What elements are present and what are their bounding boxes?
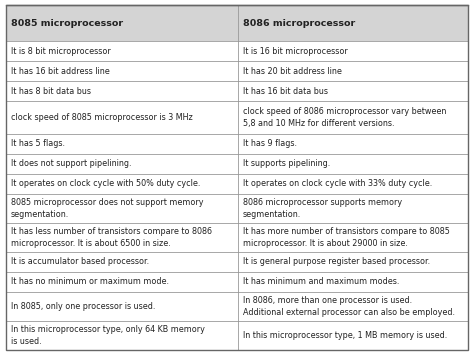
Bar <box>6 223 238 252</box>
Bar <box>238 292 468 321</box>
Bar <box>238 321 468 350</box>
Bar <box>238 194 468 223</box>
Bar <box>238 61 468 81</box>
Text: In this microprocessor type, 1 MB memory is used.: In this microprocessor type, 1 MB memory… <box>243 331 447 340</box>
Text: It has more number of transistors compare to 8085
microprocessor. It is about 29: It has more number of transistors compar… <box>243 227 450 248</box>
Bar <box>238 252 468 272</box>
Text: It operates on clock cycle with 50% duty cycle.: It operates on clock cycle with 50% duty… <box>11 180 201 189</box>
Bar <box>6 321 238 350</box>
Bar <box>6 154 238 174</box>
Bar <box>6 101 238 134</box>
Text: In 8085, only one processor is used.: In 8085, only one processor is used. <box>11 302 155 311</box>
Text: It is general purpose register based processor.: It is general purpose register based pro… <box>243 257 430 267</box>
Bar <box>6 134 238 154</box>
Bar <box>238 5 468 41</box>
Text: 8086 microprocessor: 8086 microprocessor <box>243 18 355 27</box>
Text: It has 16 bit address line: It has 16 bit address line <box>11 66 110 76</box>
Text: It has 16 bit data bus: It has 16 bit data bus <box>243 87 328 95</box>
Bar <box>6 41 238 61</box>
Text: clock speed of 8086 microprocessor vary between
5,8 and 10 MHz for different ver: clock speed of 8086 microprocessor vary … <box>243 107 447 128</box>
Text: It has 5 flags.: It has 5 flags. <box>11 140 65 148</box>
Bar <box>238 101 468 134</box>
Bar <box>238 41 468 61</box>
Text: It is 16 bit microprocessor: It is 16 bit microprocessor <box>243 47 347 55</box>
Text: It has 20 bit address line: It has 20 bit address line <box>243 66 342 76</box>
Text: In 8086, more than one processor is used.
Additional external processor can also: In 8086, more than one processor is used… <box>243 296 455 317</box>
Text: It has less number of transistors compare to 8086
microprocessor. It is about 65: It has less number of transistors compar… <box>11 227 212 248</box>
Bar <box>238 81 468 101</box>
Bar <box>238 134 468 154</box>
Text: It does not support pipelining.: It does not support pipelining. <box>11 159 131 169</box>
Text: It has minimum and maximum modes.: It has minimum and maximum modes. <box>243 278 399 286</box>
Bar <box>6 194 238 223</box>
Text: clock speed of 8085 microprocessor is 3 MHz: clock speed of 8085 microprocessor is 3 … <box>11 113 193 122</box>
Text: It has 8 bit data bus: It has 8 bit data bus <box>11 87 91 95</box>
Bar <box>6 61 238 81</box>
Bar <box>6 272 238 292</box>
Text: It operates on clock cycle with 33% duty cycle.: It operates on clock cycle with 33% duty… <box>243 180 432 189</box>
Bar <box>238 223 468 252</box>
Text: It is 8 bit microprocessor: It is 8 bit microprocessor <box>11 47 111 55</box>
Text: It has no minimum or maximum mode.: It has no minimum or maximum mode. <box>11 278 169 286</box>
Text: It is accumulator based processor.: It is accumulator based processor. <box>11 257 149 267</box>
Bar <box>238 272 468 292</box>
Bar <box>6 174 238 194</box>
Bar <box>238 174 468 194</box>
Text: It has 9 flags.: It has 9 flags. <box>243 140 297 148</box>
Text: 8086 microprocessor supports memory
segmentation.: 8086 microprocessor supports memory segm… <box>243 198 402 219</box>
Text: 8085 microprocessor: 8085 microprocessor <box>11 18 123 27</box>
Text: 8085 microprocessor does not support memory
segmentation.: 8085 microprocessor does not support mem… <box>11 198 203 219</box>
Bar <box>238 154 468 174</box>
Bar <box>6 252 238 272</box>
Bar <box>6 5 238 41</box>
Text: It supports pipelining.: It supports pipelining. <box>243 159 330 169</box>
Bar <box>6 81 238 101</box>
Bar <box>6 292 238 321</box>
Text: In this microprocessor type, only 64 KB memory
is used.: In this microprocessor type, only 64 KB … <box>11 325 205 346</box>
